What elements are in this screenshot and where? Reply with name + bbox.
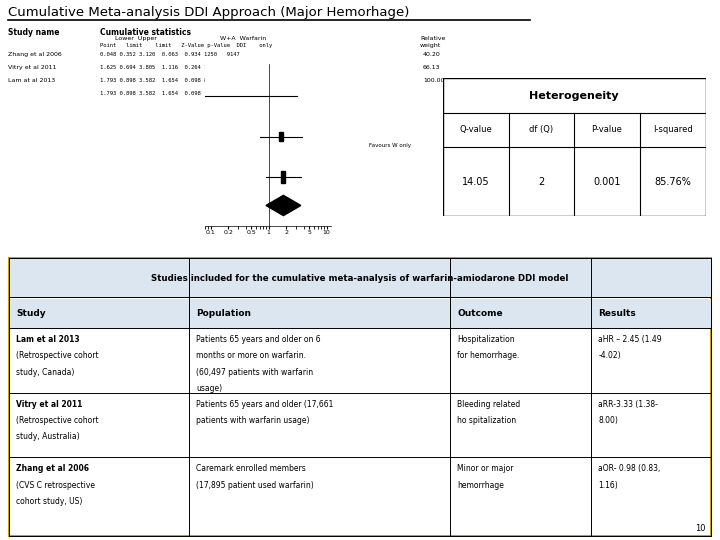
Text: -4.02): -4.02) <box>598 352 621 360</box>
Text: study, Australia): study, Australia) <box>17 433 80 441</box>
Text: (Retrospective cohort: (Retrospective cohort <box>17 416 99 425</box>
Text: hemorrhage: hemorrhage <box>457 481 504 490</box>
Text: 10: 10 <box>696 524 706 533</box>
Text: Population: Population <box>197 309 251 318</box>
Text: patients with warfarin usage): patients with warfarin usage) <box>197 416 310 425</box>
Text: Cumulative statistics: Cumulative statistics <box>100 28 191 37</box>
Text: (17,895 patient used warfarin): (17,895 patient used warfarin) <box>197 481 314 490</box>
Text: 85.76%: 85.76% <box>654 177 691 187</box>
Text: P-value: P-value <box>592 125 623 134</box>
Text: Study name: Study name <box>8 28 60 37</box>
Text: aOR- 0.98 (0.83,: aOR- 0.98 (0.83, <box>598 464 661 473</box>
Text: 1.793 0.898 3.582  1.654  0.098: 1.793 0.898 3.582 1.654 0.098 <box>100 91 201 96</box>
Text: 1.793 0.898 3.582  1.654  0.098 8122  27313: 1.793 0.898 3.582 1.654 0.098 8122 27313 <box>100 78 240 83</box>
Text: Zhang et al 2006: Zhang et al 2006 <box>17 464 89 473</box>
Text: 0.001: 0.001 <box>593 177 621 187</box>
Text: aRR-3.33 (1.38-: aRR-3.33 (1.38- <box>598 400 658 409</box>
Text: 100.00: 100.00 <box>423 78 444 83</box>
Text: Lam et al 2013: Lam et al 2013 <box>17 335 80 344</box>
Text: cohort study, US): cohort study, US) <box>17 497 83 506</box>
Text: Vitry et al 2011: Vitry et al 2011 <box>17 400 83 409</box>
Text: Favours W+A: Favours W+A <box>287 143 325 148</box>
Text: 8.00): 8.00) <box>598 416 618 425</box>
Text: df (Q): df (Q) <box>529 125 554 134</box>
Text: Zhang et al 2006: Zhang et al 2006 <box>8 52 62 57</box>
Polygon shape <box>266 195 301 215</box>
Bar <box>282 172 285 183</box>
Text: months or more on warfarin.: months or more on warfarin. <box>197 352 306 360</box>
Text: Favours W only: Favours W only <box>369 143 411 148</box>
Text: Vitry et al 2011: Vitry et al 2011 <box>8 65 56 70</box>
Text: Studies included for the cumulative meta-analysis of warfarin-amiodarone DDI mod: Studies included for the cumulative meta… <box>151 274 569 283</box>
Text: Study: Study <box>17 309 46 318</box>
Text: Results: Results <box>598 309 636 318</box>
Text: 1.625 0.694 3.805  1.116  0.264 1298  20189: 1.625 0.694 3.805 1.116 0.264 1298 20189 <box>100 65 240 70</box>
Text: 66.13: 66.13 <box>423 65 441 70</box>
Text: 14.05: 14.05 <box>462 177 490 187</box>
Text: Hospitalization: Hospitalization <box>457 335 515 344</box>
Text: 1.16): 1.16) <box>598 481 618 490</box>
Text: (60,497 patients with warfarin: (60,497 patients with warfarin <box>197 368 313 377</box>
Text: Heterogeneity: Heterogeneity <box>529 91 619 101</box>
Bar <box>189 92 195 100</box>
Text: Caremark enrolled members: Caremark enrolled members <box>197 464 306 473</box>
Text: (CVS C retrospective: (CVS C retrospective <box>17 481 95 490</box>
Text: study, Canada): study, Canada) <box>17 368 75 377</box>
Text: Lam at al 2013: Lam at al 2013 <box>8 78 55 83</box>
Text: Cumulative Meta-analysis DDI Approach (Major Hemorhage): Cumulative Meta-analysis DDI Approach (M… <box>8 6 410 19</box>
Text: aHR – 2.45 (1.49: aHR – 2.45 (1.49 <box>598 335 662 344</box>
Text: Minor or major: Minor or major <box>457 464 514 473</box>
Text: (Retrospective cohort: (Retrospective cohort <box>17 352 99 360</box>
Text: Q-value: Q-value <box>459 125 492 134</box>
Text: Point   limit    limit   Z-Value p-Value  DDI    only: Point limit limit Z-Value p-Value DDI on… <box>100 43 272 48</box>
Text: weight: weight <box>420 43 441 48</box>
Text: Outcome: Outcome <box>457 309 503 318</box>
Text: 0.048 0.352 3.120  0.063  0.934 1250   9147: 0.048 0.352 3.120 0.063 0.934 1250 9147 <box>100 52 240 57</box>
Text: for hemorrhage.: for hemorrhage. <box>457 352 520 360</box>
Text: 40.20: 40.20 <box>423 52 441 57</box>
Text: Bleeding related: Bleeding related <box>457 400 521 409</box>
Text: W+A  Warfarin: W+A Warfarin <box>220 36 266 41</box>
Text: Patients 65 years and older (17,661: Patients 65 years and older (17,661 <box>197 400 333 409</box>
Bar <box>9 299 711 328</box>
Text: Relative: Relative <box>420 36 446 41</box>
Text: 2: 2 <box>539 177 544 187</box>
Text: Patients 65 years and older on 6: Patients 65 years and older on 6 <box>197 335 321 344</box>
Bar <box>9 259 711 297</box>
Text: Lower  Upper: Lower Upper <box>115 36 157 41</box>
Bar <box>279 132 283 141</box>
Text: usage): usage) <box>197 384 222 393</box>
Text: ho spitalization: ho spitalization <box>457 416 516 425</box>
Text: I-squared: I-squared <box>653 125 693 134</box>
